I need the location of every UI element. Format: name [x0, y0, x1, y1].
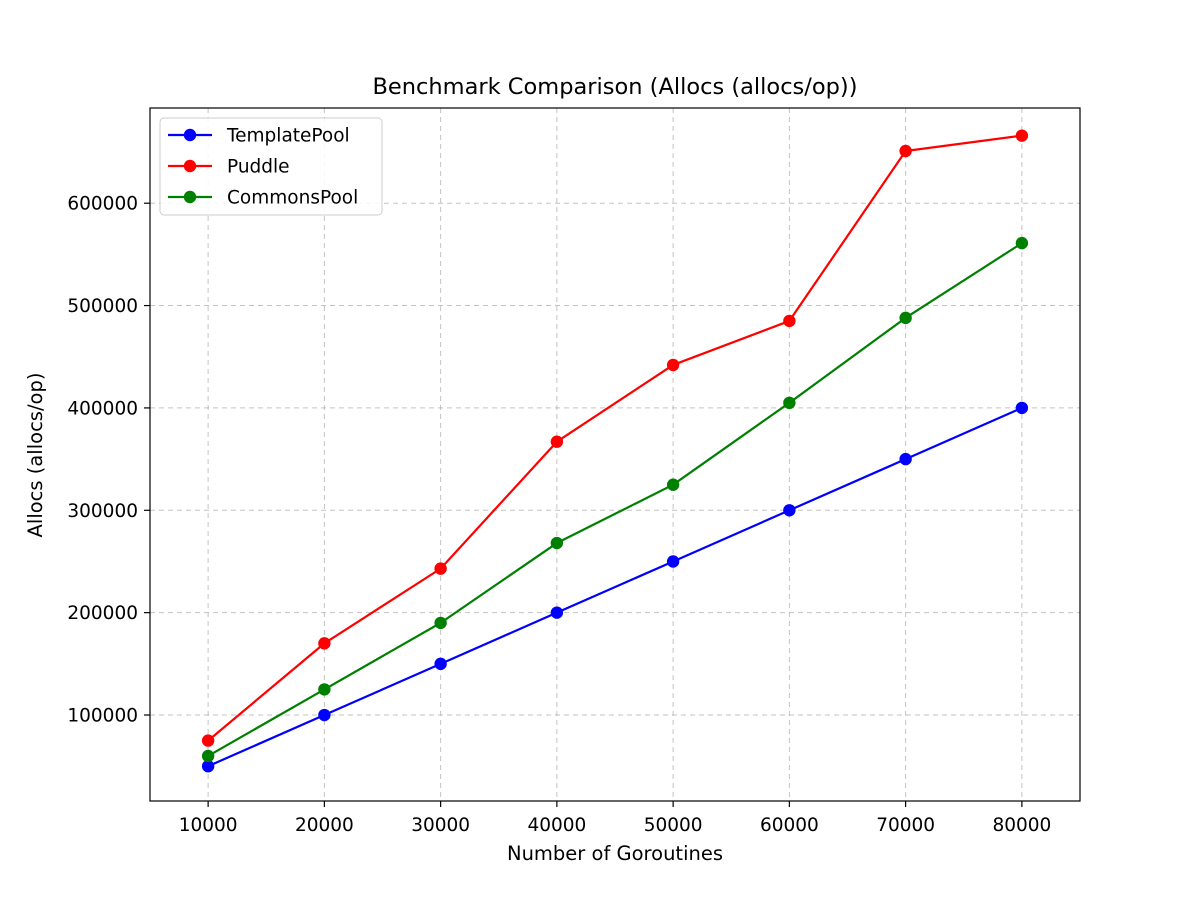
- data-point-commonspool: [434, 616, 447, 630]
- data-point-templatepool: [434, 657, 447, 671]
- series-line-templatepool: [207, 406, 1023, 768]
- data-point-commonspool: [666, 478, 680, 491]
- data-point-commonspool: [783, 396, 796, 410]
- tick-layer: 10000 20000 30000 40000 50000 60000 70000 80000…: [67, 194, 1051, 836]
- legend-marker: [183, 159, 197, 173]
- series-layer: [201, 129, 1029, 773]
- data-point-commonspool: [318, 683, 331, 696]
- legend-items: TemplatePool Puddle CommonsPool: [168, 126, 358, 209]
- series-line-commonspool: [207, 242, 1023, 757]
- plot-frame: [149, 107, 1081, 802]
- y-tick-label: 100000: [67, 706, 138, 727]
- y-axis-label: Allocs (allocs/op): [24, 373, 47, 538]
- data-point-templatepool: [318, 708, 331, 722]
- legend-marker: [183, 190, 197, 204]
- data-point-puddle: [783, 314, 796, 328]
- chart-title: Benchmark Comparison (Allocs (allocs/op)…: [373, 74, 858, 100]
- x-tick-label: 30000: [411, 815, 470, 836]
- data-point-puddle: [1015, 129, 1029, 142]
- grid-layer: [150, 108, 1080, 801]
- x-tick-label: 60000: [760, 815, 819, 836]
- data-point-templatepool: [899, 452, 912, 466]
- legend-marker: [183, 128, 197, 142]
- data-point-commonspool: [1015, 236, 1029, 250]
- x-tick-label: 70000: [876, 815, 935, 836]
- legend-item-templatepool: TemplatePool: [168, 126, 350, 147]
- y-tick-label: 500000: [67, 296, 138, 317]
- x-tick-label: 10000: [179, 815, 238, 836]
- series-puddle: [201, 129, 1029, 747]
- data-point-commonspool: [550, 536, 564, 550]
- data-point-puddle: [201, 734, 215, 747]
- data-point-templatepool: [201, 759, 215, 773]
- data-point-templatepool: [550, 606, 564, 619]
- legend-label: TemplatePool: [226, 126, 350, 147]
- data-point-puddle: [550, 435, 564, 448]
- data-point-puddle: [318, 637, 331, 650]
- legend-label: CommonsPool: [227, 188, 358, 209]
- legend-item-puddle: Puddle: [168, 157, 290, 178]
- x-tick-label: 40000: [527, 815, 586, 836]
- data-point-puddle: [899, 144, 912, 158]
- series-commonspool: [201, 236, 1029, 763]
- y-tick-label: 400000: [67, 398, 138, 419]
- data-point-templatepool: [1015, 401, 1029, 415]
- x-axis-label: Number of Goroutines: [507, 842, 723, 865]
- series-templatepool: [201, 401, 1029, 773]
- data-point-commonspool: [201, 749, 215, 763]
- x-tick-label: 50000: [644, 815, 703, 836]
- data-point-commonspool: [899, 311, 912, 325]
- series-line-puddle: [207, 134, 1023, 742]
- legend-item-commonspool: CommonsPool: [168, 188, 358, 209]
- legend-label: Puddle: [227, 157, 290, 178]
- data-point-templatepool: [666, 555, 680, 568]
- data-point-puddle: [434, 562, 447, 575]
- x-tick-label: 20000: [295, 815, 354, 836]
- x-tick-label: 80000: [992, 815, 1051, 836]
- y-tick-label: 600000: [67, 194, 138, 215]
- legend-box: [159, 117, 383, 216]
- y-tick-label: 200000: [67, 603, 138, 624]
- data-point-puddle: [666, 358, 680, 372]
- data-point-templatepool: [783, 504, 796, 517]
- y-tick-label: 300000: [67, 501, 138, 522]
- legend: TemplatePool Puddle CommonsPool: [159, 117, 383, 216]
